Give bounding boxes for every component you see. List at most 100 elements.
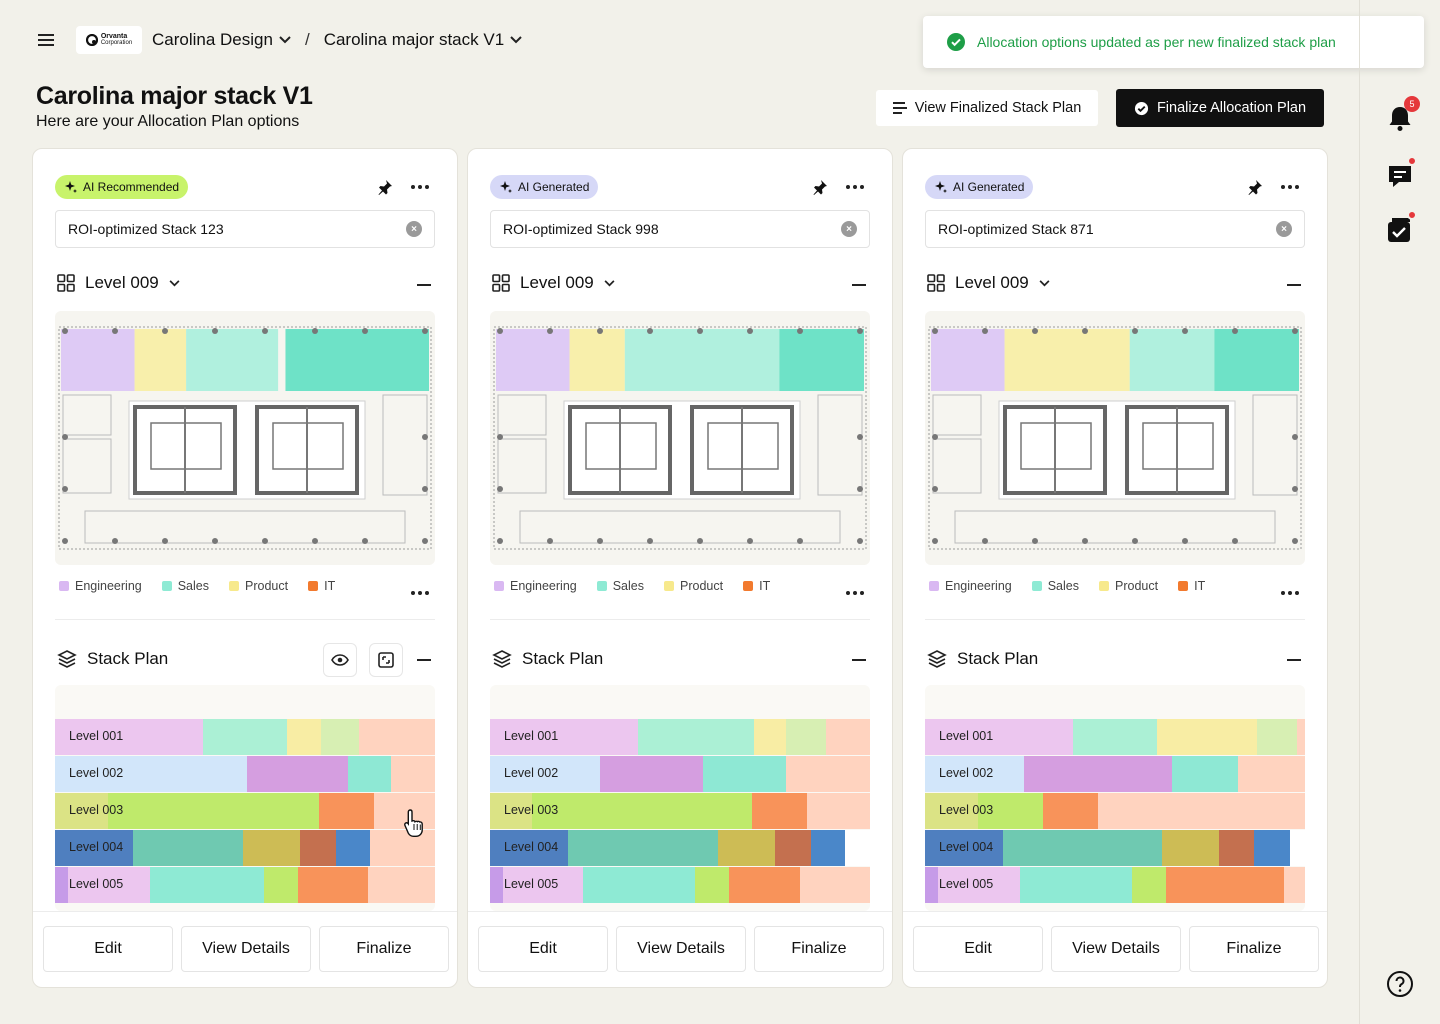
finalize-button[interactable]: Finalize <box>319 926 449 972</box>
org-logo-icon <box>85 34 98 46</box>
allocation-segment <box>490 719 639 755</box>
notifications-button[interactable]: 5 <box>1386 96 1420 132</box>
allocation-segment <box>807 793 870 829</box>
legend-item: Sales <box>161 579 209 593</box>
legend-label: Product <box>245 579 289 593</box>
stack-level-row[interactable]: Level 004 <box>55 830 435 866</box>
stack-level-row[interactable]: Level 001 <box>490 719 870 755</box>
view-details-button[interactable]: View Details <box>1051 926 1181 972</box>
allocation-segment <box>1023 756 1172 792</box>
stack-level-row[interactable]: Level 004 <box>490 830 870 866</box>
more-options-button[interactable] <box>844 179 866 195</box>
collapse-stack-plan-button[interactable] <box>417 659 431 661</box>
allocation-segment <box>286 719 321 755</box>
stack-level-row[interactable]: Level 005 <box>925 867 1305 903</box>
allocation-segment <box>583 867 696 903</box>
stack-name-input[interactable]: ROI-optimized Stack 123 × <box>55 210 435 248</box>
org-logo[interactable]: Orvanta Corporation <box>76 26 142 54</box>
allocation-segment <box>391 756 435 792</box>
pin-icon[interactable] <box>1247 179 1263 195</box>
tasks-button[interactable] <box>1386 210 1417 244</box>
collapse-floorplan-button[interactable] <box>852 284 866 286</box>
allocation-segment <box>786 719 827 755</box>
menu-button[interactable] <box>32 26 60 54</box>
allocation-segment <box>1219 830 1254 866</box>
finalize-button[interactable]: Finalize <box>754 926 884 972</box>
clear-icon[interactable]: × <box>1276 221 1292 237</box>
collapse-floorplan-button[interactable] <box>417 284 431 286</box>
more-options-button[interactable] <box>1279 179 1301 195</box>
stack-level-row[interactable]: Level 003 <box>490 793 870 829</box>
level-selector[interactable]: Level 009 <box>492 273 615 293</box>
legend-swatch <box>308 581 319 591</box>
collapse-stack-plan-button[interactable] <box>852 659 866 661</box>
stack-level-row[interactable]: Level 001 <box>55 719 435 755</box>
pin-icon[interactable] <box>377 179 393 195</box>
messages-button[interactable] <box>1386 156 1417 190</box>
help-button[interactable] <box>1386 970 1414 998</box>
top-bar: Orvanta Corporation Carolina Design / Car… <box>32 24 522 56</box>
project-name: Carolina major stack V1 <box>323 30 505 49</box>
legend-swatch <box>1031 581 1042 591</box>
edit-button[interactable]: Edit <box>43 926 173 972</box>
allocation-segment <box>1284 867 1305 903</box>
allocation-segment <box>925 719 1074 755</box>
floor-zone <box>186 329 279 391</box>
level-selector[interactable]: Level 009 <box>927 273 1050 293</box>
allocation-segment <box>1156 719 1258 755</box>
stack-level-row[interactable]: Level 003 <box>55 793 435 829</box>
legend-swatch <box>596 581 607 591</box>
legend-more-button[interactable] <box>844 585 866 601</box>
toggle-visibility-button[interactable] <box>323 643 357 677</box>
finalize-allocation-plan-button[interactable]: Finalize Allocation Plan <box>1116 89 1324 127</box>
pin-icon[interactable] <box>812 179 828 195</box>
bell-icon <box>1389 107 1411 131</box>
view-details-button[interactable]: View Details <box>616 926 746 972</box>
collapse-stack-plan-button[interactable] <box>1287 659 1301 661</box>
allocation-segment <box>1132 867 1167 903</box>
floor-plan-drawing <box>58 326 432 550</box>
edit-button[interactable]: Edit <box>478 926 608 972</box>
allocation-segment <box>320 719 359 755</box>
stack-level-row[interactable]: Level 002 <box>55 756 435 792</box>
stack-level-row[interactable]: Level 004 <box>925 830 1305 866</box>
allocation-segment <box>336 830 371 866</box>
allocation-segment <box>774 830 812 866</box>
edit-button[interactable]: Edit <box>913 926 1043 972</box>
stack-name-input[interactable]: ROI-optimized Stack 871 × <box>925 210 1305 248</box>
level-selector[interactable]: Level 009 <box>57 273 180 293</box>
allocation-segment <box>246 756 348 792</box>
stack-level-row[interactable]: Level 002 <box>925 756 1305 792</box>
stack-level-row[interactable]: Level 005 <box>490 867 870 903</box>
stack-plan-header: Stack Plan <box>492 649 603 669</box>
view-details-button[interactable]: View Details <box>181 926 311 972</box>
stack-level-row[interactable]: Level 002 <box>490 756 870 792</box>
allocation-segment <box>1257 719 1298 755</box>
view-finalized-stack-plan-button[interactable]: View Finalized Stack Plan <box>876 90 1098 126</box>
clear-icon[interactable]: × <box>406 221 422 237</box>
legend-more-button[interactable] <box>1279 585 1301 601</box>
project-dropdown[interactable]: Carolina major stack V1 <box>324 30 522 50</box>
collapse-floorplan-button[interactable] <box>1287 284 1301 286</box>
finalize-button[interactable]: Finalize <box>1189 926 1319 972</box>
ai-tag-label: AI Recommended <box>83 180 180 194</box>
chevron-down-icon <box>279 36 291 44</box>
more-options-button[interactable] <box>409 179 431 195</box>
floor-zone <box>134 329 187 391</box>
stack-level-row[interactable]: Level 005 <box>55 867 435 903</box>
allocation-segment <box>55 756 247 792</box>
stack-level-row[interactable]: Level 003 <box>925 793 1305 829</box>
stack-name-input[interactable]: ROI-optimized Stack 998 × <box>490 210 870 248</box>
allocation-segment <box>695 867 730 903</box>
page-header: Carolina major stack V1 Here are your Al… <box>36 82 313 131</box>
allocation-segment <box>300 830 337 866</box>
allocation-segment <box>600 756 703 792</box>
clear-icon[interactable]: × <box>841 221 857 237</box>
allocation-segment <box>754 719 787 755</box>
floor-plan-drawing <box>493 326 867 550</box>
workspace-dropdown[interactable]: Carolina Design <box>152 30 291 50</box>
expand-button[interactable] <box>369 643 403 677</box>
breadcrumb-separator: / <box>304 30 310 49</box>
stack-level-row[interactable]: Level 001 <box>925 719 1305 755</box>
legend-more-button[interactable] <box>409 585 431 601</box>
